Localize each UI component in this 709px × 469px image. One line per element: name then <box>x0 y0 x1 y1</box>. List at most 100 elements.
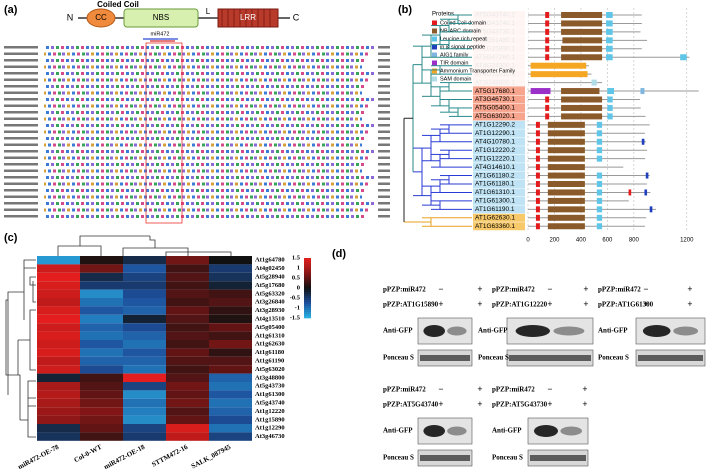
sequence <box>44 124 374 127</box>
domain <box>547 147 585 154</box>
domain <box>547 214 585 221</box>
sequence <box>44 91 362 95</box>
protein-id: AT1G63360.1 <box>475 223 515 230</box>
row-label: At1g61300 <box>255 391 285 398</box>
protein-id: AT1G61180.1 <box>475 181 515 188</box>
row-label: At1g62630 <box>255 341 285 348</box>
sequence-end <box>378 46 390 49</box>
colorbar-step <box>304 282 311 285</box>
heatmap-cell <box>123 323 166 332</box>
c-term: C <box>293 12 300 22</box>
plus: + <box>477 384 482 394</box>
panel-label: (c) <box>4 232 18 244</box>
domain <box>591 79 597 86</box>
colorbar-step <box>304 258 311 261</box>
heatmap-cell <box>209 306 252 315</box>
legend-swatch <box>432 68 437 74</box>
band <box>642 325 671 337</box>
sequence <box>44 169 362 173</box>
nbs-domain <box>123 8 199 28</box>
domain <box>680 54 687 61</box>
lrr-domain <box>217 8 279 28</box>
heatmap-cell <box>80 340 123 349</box>
loading-label: Ponceau S <box>478 354 509 362</box>
colorbar-tick-label: 0 <box>297 284 300 291</box>
domain <box>561 28 603 35</box>
legend-label: Leucine rich repeat <box>440 36 487 42</box>
domain <box>596 130 603 137</box>
domain <box>535 189 540 196</box>
domain <box>561 45 603 52</box>
sequence-name <box>4 117 38 120</box>
colorbar-step <box>304 308 311 311</box>
domain <box>547 138 585 145</box>
row-label: At1g12290 <box>255 425 285 432</box>
domain <box>596 197 603 204</box>
heatmap-cell <box>209 331 252 340</box>
sequence-name <box>4 137 38 140</box>
sequence-end <box>378 98 390 101</box>
colorbar-step <box>304 296 311 299</box>
sequence <box>44 117 362 121</box>
loading-label: Ponceau S <box>492 454 523 462</box>
vector-label: pPZP:miR472 <box>383 386 426 394</box>
colorbar-step <box>304 272 311 275</box>
loading-label: Ponceau S <box>383 354 414 362</box>
sequence-name <box>4 150 38 153</box>
domain <box>547 155 585 162</box>
sequence <box>44 163 366 166</box>
row-label: At5g17680 <box>255 282 285 289</box>
domain <box>644 189 648 196</box>
domain <box>545 104 550 111</box>
lrr-label: LRR <box>240 13 256 22</box>
legend-swatch <box>432 44 437 50</box>
x-tick-label: 0 <box>526 238 530 244</box>
heatmap-cell <box>166 390 209 399</box>
heatmap-cell <box>166 314 209 324</box>
heatmap-cell <box>166 382 209 391</box>
sequence-name <box>4 208 38 211</box>
domain <box>606 37 613 44</box>
protein-id: AT1G12290.2 <box>475 122 515 129</box>
protein-id: AT1G12290.1 <box>475 130 515 137</box>
antibody-label: Anti-GFP <box>492 427 522 435</box>
sequence <box>44 182 370 186</box>
heatmap-cell <box>80 398 123 408</box>
legend-title: Proteins <box>432 12 454 18</box>
heatmap-cell <box>37 415 80 424</box>
heatmap-cell <box>166 272 209 282</box>
heatmap-cell <box>166 356 209 366</box>
heatmap-cell <box>123 398 166 408</box>
sequence-end <box>378 117 390 120</box>
row-label: At1g61180 <box>255 349 284 356</box>
sequence-name <box>4 98 38 101</box>
heatmap-cell <box>166 424 209 433</box>
domain <box>607 113 613 120</box>
minus: − <box>438 384 443 394</box>
sequence-end <box>378 91 390 94</box>
column-label: SALK_087945 <box>190 443 233 469</box>
label-highlight <box>473 103 525 112</box>
domain <box>545 96 550 103</box>
loading-label: Ponceau S <box>383 454 414 462</box>
domain <box>530 71 588 78</box>
panel-label: (a) <box>4 4 18 16</box>
sequence-name <box>4 195 38 198</box>
domain <box>606 45 613 52</box>
colorbar-step <box>304 276 311 279</box>
heatmap-cell <box>166 264 209 273</box>
construct-label: pPZP:AT1G12220 <box>492 301 548 309</box>
heatmap-cell <box>123 373 166 382</box>
colorbar-step <box>304 304 311 307</box>
sequence <box>44 46 374 49</box>
cc-label: CC <box>95 13 107 22</box>
sequence-end <box>378 169 390 172</box>
sequence-name <box>4 52 38 55</box>
domain <box>547 130 585 137</box>
heatmap-cell <box>37 281 80 290</box>
heatmap-cell <box>37 398 80 408</box>
heatmap-cell <box>37 264 80 273</box>
minus: − <box>438 284 443 294</box>
colorbar-step <box>304 274 311 277</box>
heatmap-cell <box>80 314 123 324</box>
